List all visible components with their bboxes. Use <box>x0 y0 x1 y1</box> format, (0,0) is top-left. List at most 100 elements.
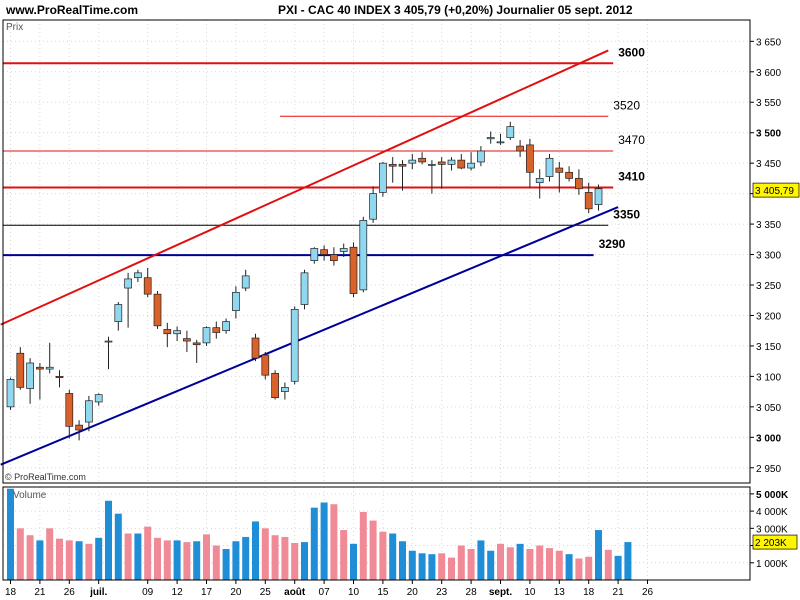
channel-top <box>0 49 609 326</box>
price-tick-label: 3 200 <box>756 311 781 322</box>
volume-bar <box>114 513 122 580</box>
candle-body <box>575 178 583 190</box>
time-tick-label: 15 <box>377 587 389 598</box>
volume-bar <box>134 533 142 580</box>
candle-body <box>330 254 338 261</box>
time-tick-label: 20 <box>230 587 242 598</box>
candle-body <box>447 159 456 165</box>
time-tick-label: 18 <box>583 587 595 598</box>
volume-bar <box>203 534 210 580</box>
time-tick-label: juil. <box>89 587 107 598</box>
price-panel-label: Prix <box>6 22 23 33</box>
chart-header: www.ProRealTime.com PXI - CAC 40 INDEX 3… <box>0 0 800 18</box>
price-tick-label: 3 100 <box>756 372 781 383</box>
volume-bar <box>614 555 622 580</box>
candle-body <box>75 424 83 431</box>
level-label-3290: 3290 <box>599 237 626 251</box>
volume-bar <box>604 549 612 580</box>
volume-bar <box>408 550 416 580</box>
site-name: www.ProRealTime.com <box>6 3 139 17</box>
candle-body <box>192 342 201 346</box>
volume-bar <box>399 541 406 580</box>
candle-body <box>320 249 328 255</box>
volume-bar <box>369 520 377 580</box>
volume-bar <box>310 507 318 580</box>
time-tick-label: 23 <box>436 587 448 598</box>
candle-body <box>594 188 603 205</box>
volume-bar <box>232 541 240 580</box>
volume-bar <box>281 536 289 580</box>
volume-bar <box>154 537 161 580</box>
time-tick-label: 25 <box>260 587 272 598</box>
candle-body <box>408 159 417 164</box>
candle-body <box>516 145 524 152</box>
volume-bar <box>457 545 465 580</box>
volume-bar <box>26 535 34 580</box>
volume-bar <box>173 540 181 580</box>
candle-body <box>134 272 142 279</box>
candle-body <box>114 304 123 322</box>
volume-bar <box>261 528 269 580</box>
level-label-3410: 3410 <box>618 170 645 184</box>
candle-body <box>153 293 162 327</box>
price-tick-label: 3 600 <box>756 68 781 79</box>
candle-body <box>496 141 505 144</box>
time-tick-label: 18 <box>5 587 17 598</box>
candle-body <box>173 330 181 335</box>
time-tick-label: 20 <box>407 587 419 598</box>
volume-bar <box>516 543 524 580</box>
volume-bar <box>418 553 426 580</box>
volume-bar <box>183 542 191 580</box>
price-tick-label: 3 150 <box>756 342 781 353</box>
candle-body <box>565 171 573 179</box>
volume-bar <box>546 548 553 580</box>
time-tick-label: 10 <box>524 587 536 598</box>
candle-body <box>535 178 544 184</box>
volume-bar <box>271 535 279 580</box>
support-line <box>0 206 619 466</box>
volume-bar <box>320 502 328 580</box>
candle-body <box>310 248 319 261</box>
candle-body <box>271 372 279 399</box>
candle-body <box>339 248 348 252</box>
volume-bar <box>301 542 308 580</box>
candle-body <box>232 291 240 311</box>
price-tick-label: 3 000 <box>756 433 781 444</box>
volume-bar <box>193 541 201 580</box>
price-tick-label: 3 650 <box>756 37 781 48</box>
axes: 2 950 3 000 3 050 3 100 3 150 3 200 3 250 3 300… <box>5 37 800 598</box>
candle-body <box>300 272 309 305</box>
candle-body <box>222 321 230 332</box>
candle-body <box>457 159 466 169</box>
volume-bar <box>85 543 93 580</box>
price-tick-label: 3 350 <box>756 220 781 231</box>
time-tick-label: 21 <box>34 587 46 598</box>
candle-body <box>94 394 103 403</box>
price-tick-label: 3 050 <box>756 403 781 414</box>
volume-bar <box>95 537 103 580</box>
candle-body <box>379 162 387 193</box>
volume-bar <box>7 488 14 580</box>
candle-body <box>477 150 485 163</box>
candle-body <box>183 338 191 342</box>
volume-bar <box>291 542 299 580</box>
chart-title: PXI - CAC 40 INDEX 3 405,79 (+0,20%) Jou… <box>278 3 633 17</box>
volume-bar <box>379 531 387 580</box>
volume-bar <box>497 543 504 580</box>
candle-body <box>202 327 211 344</box>
candle-body <box>545 157 554 177</box>
volume-bar <box>252 521 259 580</box>
candle-body <box>163 329 172 335</box>
volume-bar <box>16 528 24 580</box>
time-tick-label: 13 <box>554 587 566 598</box>
volume-bar <box>65 540 73 580</box>
candle-body <box>467 162 475 169</box>
candle-body <box>212 327 221 333</box>
candle-body <box>584 192 593 210</box>
candle-body <box>349 246 358 294</box>
candle-body <box>241 275 250 289</box>
volume-bar <box>565 554 573 580</box>
candle-body <box>526 144 534 173</box>
volume-bar <box>212 545 220 580</box>
